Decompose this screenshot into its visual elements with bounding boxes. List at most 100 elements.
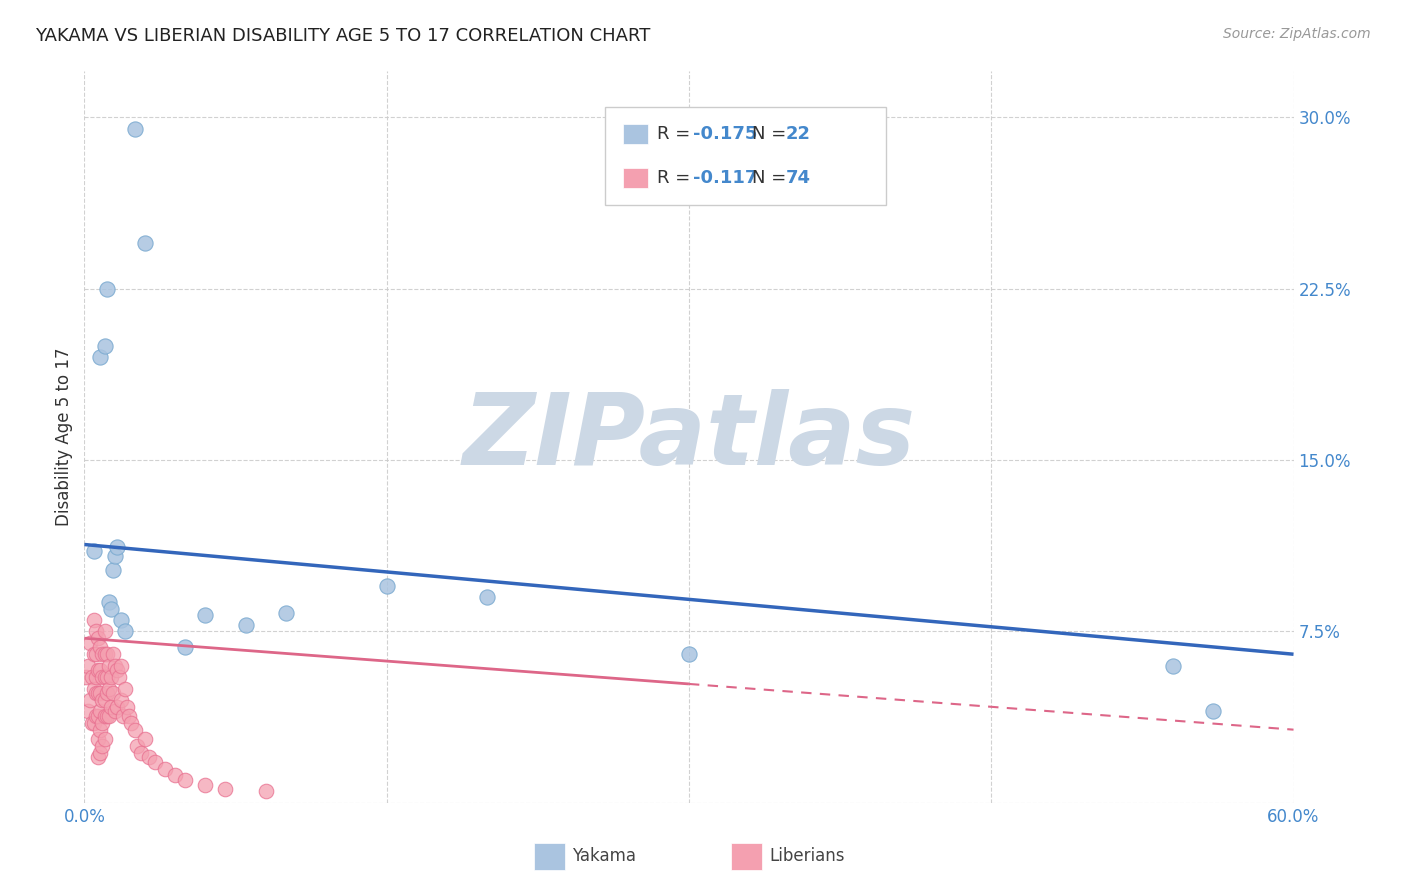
- Point: [97, 681, 120, 696]
- Point: [274, 606, 297, 620]
- Point: [134, 235, 156, 250]
- Point: [91, 670, 114, 684]
- Point: [87, 686, 110, 700]
- Point: [110, 693, 132, 707]
- Text: YAKAMA VS LIBERIAN DISABILITY AGE 5 TO 17 CORRELATION CHART: YAKAMA VS LIBERIAN DISABILITY AGE 5 TO 1…: [35, 27, 651, 45]
- Point: [79, 693, 101, 707]
- Point: [82, 715, 104, 730]
- Point: [100, 670, 122, 684]
- Point: [120, 715, 142, 730]
- Point: [114, 624, 136, 639]
- Point: [86, 624, 108, 639]
- Point: [89, 705, 111, 719]
- Point: [89, 686, 111, 700]
- Point: [194, 608, 217, 623]
- Point: [105, 663, 128, 677]
- Point: [118, 709, 141, 723]
- Point: [235, 617, 257, 632]
- Point: [477, 590, 499, 604]
- Text: 22: 22: [786, 125, 811, 143]
- Point: [89, 663, 111, 677]
- Point: [214, 782, 236, 797]
- Point: [105, 699, 128, 714]
- Point: [87, 663, 110, 677]
- Text: -0.175: -0.175: [693, 125, 758, 143]
- Point: [96, 647, 118, 661]
- Point: [86, 647, 108, 661]
- Point: [77, 705, 100, 719]
- Point: [1202, 705, 1225, 719]
- Point: [174, 772, 197, 787]
- Text: ZIPatlas: ZIPatlas: [463, 389, 915, 485]
- Point: [111, 709, 134, 723]
- Point: [87, 750, 110, 764]
- Point: [114, 681, 136, 696]
- Point: [96, 686, 118, 700]
- Point: [254, 784, 277, 798]
- Point: [194, 778, 217, 792]
- Point: [89, 746, 111, 760]
- Point: [104, 705, 127, 719]
- Point: [83, 681, 105, 696]
- Point: [83, 647, 105, 661]
- Point: [375, 579, 398, 593]
- Point: [86, 709, 108, 723]
- Point: [115, 699, 138, 714]
- Point: [153, 762, 176, 776]
- Point: [91, 739, 114, 753]
- Point: [86, 686, 108, 700]
- Point: [75, 670, 97, 684]
- Point: [124, 723, 146, 737]
- Text: Liberians: Liberians: [769, 847, 845, 865]
- Point: [174, 640, 197, 655]
- Point: [104, 549, 127, 563]
- Point: [101, 647, 124, 661]
- Point: [1161, 658, 1184, 673]
- Point: [83, 613, 105, 627]
- Text: Source: ZipAtlas.com: Source: ZipAtlas.com: [1223, 27, 1371, 41]
- Text: N =: N =: [752, 169, 792, 187]
- Text: R =: R =: [657, 125, 696, 143]
- Text: Yakama: Yakama: [572, 847, 637, 865]
- Point: [110, 658, 132, 673]
- Point: [87, 632, 110, 646]
- Text: N =: N =: [752, 125, 792, 143]
- Point: [93, 693, 115, 707]
- Point: [82, 670, 104, 684]
- Point: [93, 731, 115, 746]
- Point: [96, 281, 118, 295]
- Point: [143, 755, 166, 769]
- Point: [96, 670, 118, 684]
- Point: [96, 709, 118, 723]
- Point: [87, 731, 110, 746]
- Point: [93, 647, 115, 661]
- Point: [100, 699, 122, 714]
- Point: [110, 613, 132, 627]
- Point: [97, 595, 120, 609]
- Point: [79, 636, 101, 650]
- Point: [104, 658, 127, 673]
- Point: [678, 647, 700, 661]
- Point: [124, 121, 146, 136]
- Point: [93, 338, 115, 352]
- Text: R =: R =: [657, 169, 696, 187]
- Point: [89, 723, 111, 737]
- Point: [101, 563, 124, 577]
- Point: [125, 739, 148, 753]
- Point: [101, 686, 124, 700]
- Point: [93, 624, 115, 639]
- Point: [89, 350, 111, 364]
- Point: [91, 647, 114, 661]
- Point: [77, 658, 100, 673]
- Text: 74: 74: [786, 169, 811, 187]
- Point: [87, 709, 110, 723]
- Point: [129, 746, 152, 760]
- Point: [97, 658, 120, 673]
- Text: -0.117: -0.117: [693, 169, 758, 187]
- Point: [107, 670, 129, 684]
- Point: [105, 540, 128, 554]
- Point: [91, 715, 114, 730]
- Point: [83, 544, 105, 558]
- Point: [93, 709, 115, 723]
- Point: [138, 750, 160, 764]
